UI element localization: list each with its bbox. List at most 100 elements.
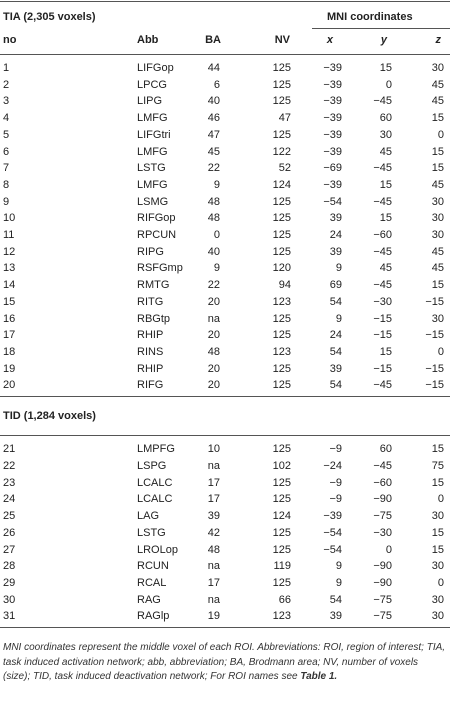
table-cell: −69 xyxy=(323,162,342,175)
table-cell: 6 xyxy=(3,145,10,158)
table-cell: 15 xyxy=(3,295,16,308)
table-cell: 30 xyxy=(431,593,444,606)
table-cell: LMFG xyxy=(137,145,168,158)
table-cell: 39 xyxy=(329,362,342,375)
table-cell: 0 xyxy=(385,543,392,556)
table-cell: 11 xyxy=(3,229,15,241)
table-cell: 122 xyxy=(272,145,291,158)
table-cell: 9 xyxy=(213,178,220,191)
table-cell: 40 xyxy=(207,245,220,258)
table-cell: −75 xyxy=(373,610,392,623)
table-cell: RHIP xyxy=(137,329,164,342)
table-cell: 20 xyxy=(3,379,16,392)
table-cell: 0 xyxy=(385,78,392,91)
column-header: NV xyxy=(274,34,290,46)
table-cell: 14 xyxy=(3,279,16,292)
table-cell: 125 xyxy=(272,78,291,91)
table-cell: −75 xyxy=(373,510,392,523)
table-cell: 13 xyxy=(3,262,16,275)
table-cell: 7 xyxy=(3,162,10,175)
table-cell: RCAL xyxy=(137,576,167,589)
table-cell: 69 xyxy=(329,279,342,292)
column-group-header: MNI coordinates xyxy=(327,11,413,23)
table-cell: LROLop xyxy=(137,543,178,556)
table-cell: 15 xyxy=(431,526,444,539)
table-cell: 39 xyxy=(329,245,342,258)
rule-line xyxy=(0,1,450,2)
table-cell: −24 xyxy=(323,460,342,472)
footnote: MNI coordinates represent the middle vox… xyxy=(3,641,447,685)
table-cell: 27 xyxy=(3,543,16,556)
table-cell: −45 xyxy=(373,162,392,175)
table-cell: −15 xyxy=(373,329,392,342)
table-cell: 54 xyxy=(329,379,342,392)
table-cell: −39 xyxy=(323,510,342,523)
table-cell: 9 xyxy=(335,560,342,573)
table-cell: 21 xyxy=(3,443,16,456)
table-cell: −54 xyxy=(323,543,342,556)
table-cell: 39 xyxy=(329,610,342,623)
table-cell: 125 xyxy=(272,128,291,141)
table-cell: 102 xyxy=(272,460,291,472)
table-cell: −39 xyxy=(323,145,342,158)
rule-line xyxy=(312,28,450,29)
table-cell: 120 xyxy=(272,262,291,275)
table-cell: 30 xyxy=(431,195,444,208)
table-cell: 125 xyxy=(272,62,291,74)
table-cell: 125 xyxy=(272,362,291,375)
table-cell: −15 xyxy=(373,312,392,325)
table-cell: 30 xyxy=(379,128,392,141)
table-cell: 125 xyxy=(272,493,291,506)
table-cell: 29 xyxy=(3,576,16,589)
table-cell: 54 xyxy=(329,295,342,308)
table-cell: 15 xyxy=(431,476,444,489)
table-cell: 30 xyxy=(431,62,444,74)
table-cell: RIPG xyxy=(137,245,164,258)
table-cell: 15 xyxy=(431,112,444,125)
table-cell: −75 xyxy=(373,593,392,606)
table-cell: 46 xyxy=(207,112,220,125)
table-cell: 94 xyxy=(278,279,291,292)
table-cell: 30 xyxy=(431,510,444,523)
table-cell: −54 xyxy=(323,195,342,208)
table-cell: 19 xyxy=(3,362,16,375)
table-cell: 47 xyxy=(207,128,220,141)
table-cell: 4 xyxy=(3,112,10,125)
table-cell: 15 xyxy=(379,212,392,225)
table-cell: −54 xyxy=(323,526,342,539)
table-cell: 30 xyxy=(431,312,444,325)
table-cell: 125 xyxy=(272,476,291,489)
table-cell: 22 xyxy=(207,279,220,292)
table-cell: 24 xyxy=(329,329,342,342)
table-cell: 42 xyxy=(207,526,220,539)
rule-line xyxy=(0,396,450,398)
table-cell: LPCG xyxy=(137,78,167,91)
table-cell: RCUN xyxy=(137,560,169,573)
table-cell: RPCUN xyxy=(137,229,177,241)
table-cell: 66 xyxy=(278,593,291,606)
table-cell: 20 xyxy=(207,379,220,392)
table-cell: 125 xyxy=(272,526,291,539)
table-cell: 119 xyxy=(273,560,291,573)
table-cell: 15 xyxy=(379,62,392,74)
table-cell: LMPFG xyxy=(137,443,175,456)
table-cell: LMFG xyxy=(137,112,168,125)
table-cell: 125 xyxy=(272,195,291,208)
table-cell: 20 xyxy=(207,295,220,308)
table-cell: 30 xyxy=(431,212,444,225)
table-cell: 30 xyxy=(431,610,444,623)
table-cell: 10 xyxy=(3,212,16,225)
table-cell: 123 xyxy=(272,345,291,358)
table-cell: 26 xyxy=(3,526,16,539)
table-cell: na xyxy=(207,460,220,472)
table-cell: LSPG xyxy=(137,460,167,472)
table-cell: 12 xyxy=(3,245,16,258)
table-cell: 17 xyxy=(207,493,220,506)
table-cell: RMTG xyxy=(137,279,170,292)
table-cell: 45 xyxy=(379,145,392,158)
table-cell: 48 xyxy=(207,195,220,208)
table-cell: RIFGop xyxy=(137,212,176,225)
table-cell: 15 xyxy=(431,543,444,556)
table-cell: 60 xyxy=(379,443,392,456)
table-cell: 0 xyxy=(437,493,444,506)
